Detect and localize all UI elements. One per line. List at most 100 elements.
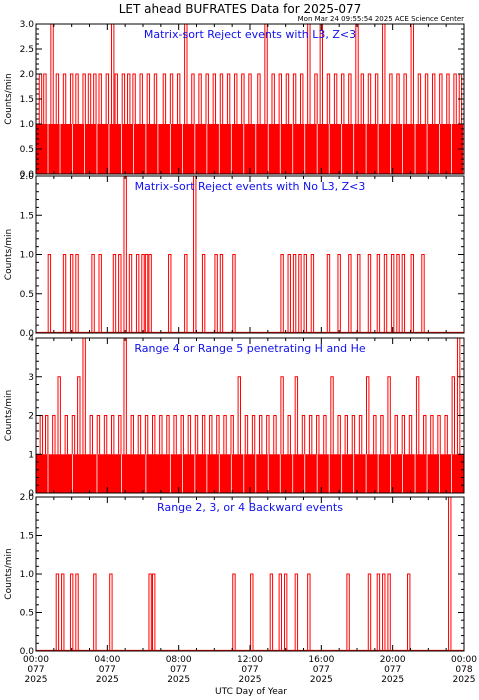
spike-1-28 [212, 73, 217, 124]
spike-1-47 [348, 73, 352, 124]
spike-3-35 [273, 415, 277, 455]
xtick-label-time: 00:00 [23, 655, 49, 665]
ytick-label: 1.5 [20, 211, 34, 221]
spike-1-27 [205, 73, 209, 124]
ytick-label: 1.5 [20, 532, 34, 542]
spike-4-10 [250, 573, 254, 651]
spike-3-40 [308, 415, 313, 455]
y-axis-label: Counts/min [4, 73, 14, 124]
spike-3-55 [415, 376, 420, 455]
spike-3-10 [96, 415, 101, 455]
ytick-label: 2 [28, 412, 34, 422]
spike-2-27 [310, 254, 315, 333]
spike-3-9 [89, 415, 93, 455]
spike-1-35 [264, 24, 268, 124]
spike-4-14 [294, 573, 299, 651]
spike-2-20 [219, 254, 224, 333]
spike-1-49 [360, 73, 365, 124]
xtick-label-year: 2025 [96, 675, 119, 685]
spike-2-37 [401, 254, 406, 333]
spike-2-12 [141, 254, 145, 333]
panel-title: Matrix-sort Reject events with No L3, Z<… [135, 180, 366, 193]
spike-3-16 [137, 415, 142, 455]
spike-3-18 [152, 415, 156, 455]
panel-3: 0 1 2 3 4 Counts/min Range 4 or Range 5 penetr… [4, 334, 465, 499]
xtick-label-doy: 077 [313, 665, 330, 675]
spike-1-25 [191, 73, 195, 124]
spike-3-30 [237, 376, 241, 455]
spike-1-4 [55, 73, 60, 124]
spike-1-17 [132, 73, 136, 124]
spike-2-6 [98, 254, 102, 333]
spike-3-2 [45, 415, 49, 455]
spike-2-13 [144, 254, 149, 333]
spike-1-20 [153, 73, 158, 124]
spike-2-28 [326, 254, 331, 333]
spike-3-13 [118, 415, 122, 455]
ytick-label: 2.5 [20, 45, 34, 55]
spike-1-36 [271, 73, 275, 124]
spike-2-8 [118, 254, 122, 333]
spike-2-16 [184, 254, 188, 333]
spike-4-11 [269, 573, 274, 651]
panel-title: Range 4 or Range 5 penetrating H and He [134, 342, 366, 355]
spike-3-25 [201, 415, 206, 455]
spike-3-14 [123, 338, 127, 455]
ytick-label: 2.0 [20, 70, 35, 80]
xtick-label-time: 04:00 [94, 655, 120, 665]
spike-1-21 [162, 73, 167, 124]
spike-3-22 [180, 415, 184, 455]
spike-2-39 [421, 254, 425, 333]
spike-3-23 [187, 415, 192, 455]
panel-1-data [36, 24, 464, 174]
spike-3-51 [387, 376, 391, 455]
spike-3-50 [380, 415, 384, 455]
panel-4: 0.0 0.5 1.0 1.5 2.0 Counts/min Range 2, 3, or … [4, 493, 465, 657]
spike-3-24 [194, 415, 199, 455]
spike-3-8 [82, 338, 86, 455]
spike-1-54 [396, 73, 400, 124]
y-axis-label: Counts/min [4, 548, 14, 599]
spike-4-1 [55, 573, 60, 651]
spike-4-15 [307, 573, 311, 651]
ytick-label: 3.0 [20, 20, 35, 30]
ytick-label: 0.0 [20, 329, 35, 339]
spike-1-6 [69, 73, 74, 124]
spike-1-38 [285, 73, 290, 124]
panel-4-data [36, 497, 464, 651]
spike-4-18 [376, 573, 381, 651]
y-axis-label: Counts/min [4, 390, 14, 441]
spike-3-56 [423, 415, 427, 455]
spike-4-22 [448, 497, 452, 651]
xtick-label-year: 2025 [167, 675, 190, 685]
spike-1-8 [82, 73, 86, 124]
spike-3-27 [216, 415, 220, 455]
xtick-label-year: 2025 [25, 675, 48, 685]
spike-3-39 [301, 415, 306, 455]
spike-1-34 [257, 73, 261, 124]
spike-1-58 [424, 73, 429, 124]
spike-2-18 [201, 254, 206, 333]
spike-4-7 [148, 573, 152, 651]
panel-3-data [36, 338, 464, 493]
spike-2-15 [168, 254, 172, 333]
spike-3-41 [316, 415, 320, 455]
spike-3-32 [251, 415, 256, 455]
spike-1-55 [403, 73, 407, 124]
spike-3-45 [344, 415, 348, 455]
ytick-label: 1 [28, 450, 34, 460]
spike-3-26 [209, 415, 213, 455]
ytick-label: 1.0 [20, 120, 35, 130]
panel-2-data [36, 176, 464, 333]
spike-4-8 [152, 573, 156, 651]
spike-3-3 [52, 415, 56, 455]
spike-1-42 [314, 73, 318, 124]
spike-2-3 [69, 254, 74, 333]
spike-1-62 [453, 73, 457, 124]
spike-1-16 [127, 73, 131, 124]
xtick-label-time: 08:00 [166, 655, 192, 665]
spike-1-18 [139, 73, 143, 124]
spike-2-22 [280, 254, 284, 333]
spike-3-17 [144, 415, 149, 455]
spike-3-6 [71, 415, 76, 455]
